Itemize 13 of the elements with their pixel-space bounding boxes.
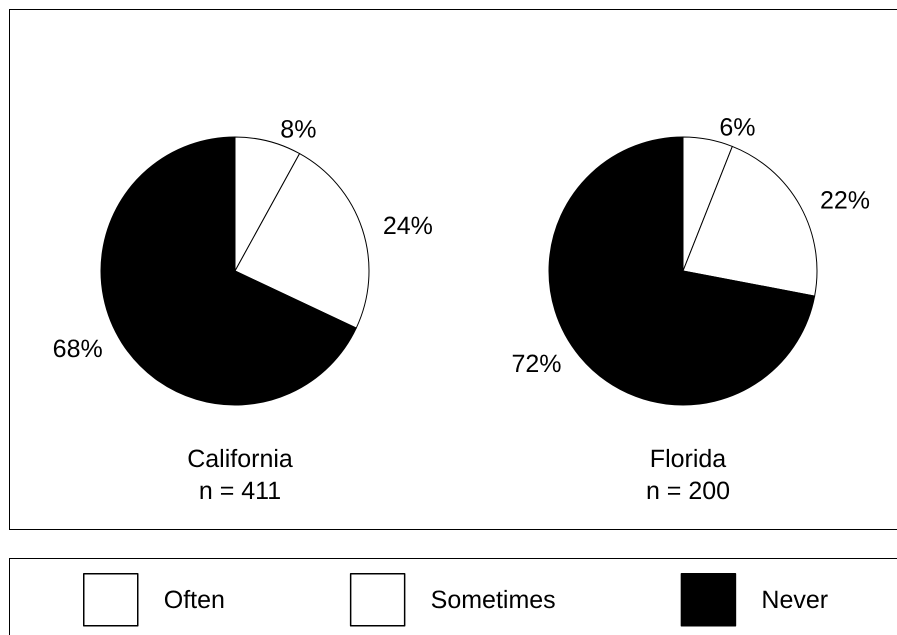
legend-label: Often (164, 586, 225, 614)
data-label: 8% (280, 116, 316, 144)
text: n = 411 (198, 477, 282, 505)
slice-label: Florida (650, 445, 726, 473)
legend-label: Never (761, 586, 828, 614)
data-label: 6% (719, 114, 756, 142)
slice-label: California (187, 445, 293, 473)
data-label: 24% (382, 212, 433, 240)
data-label: 72% (511, 350, 562, 378)
data-label: 68% (52, 335, 103, 364)
data-label: 22% (820, 186, 870, 215)
text: n = 200 (646, 477, 730, 505)
legend-label: Sometimes (430, 586, 556, 614)
